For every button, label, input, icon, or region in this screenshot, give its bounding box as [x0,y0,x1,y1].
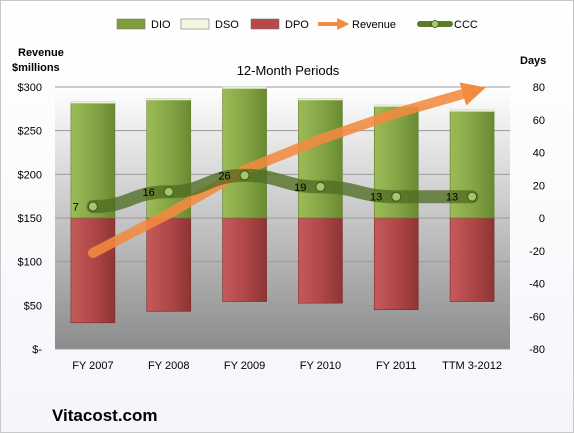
right-tick-label: 20 [533,180,545,192]
ccc-data-label: 7 [73,202,79,214]
left-axis: $- $50 $100 $150 $200 $250 $300 [18,82,43,356]
left-tick-label: $300 [18,82,42,94]
category-label: FY 2011 [376,360,417,372]
right-axis-label: Days [520,55,546,67]
right-tick-label: 60 [533,115,545,127]
left-axis-label-line1: Revenue [18,47,64,59]
legend-label-dpo: DPO [285,19,309,31]
dpo-bar [449,217,495,302]
revenue-series [87,82,486,258]
left-tick-label: $50 [24,300,42,312]
right-axis: -80 -60 -40 -20 0 20 40 60 80 [529,82,545,356]
category-label: FY 2008 [148,360,189,372]
ccc-data-label: 26 [218,170,230,182]
bars [70,86,495,324]
left-tick-label: $- [32,344,42,356]
legend-label-revenue: Revenue [352,19,396,31]
revenue-line [87,82,486,258]
ccc-point [467,191,478,202]
right-tick-label: 80 [533,82,545,94]
ccc-data-label: 13 [370,192,382,204]
category-axis: FY 2007 FY 2008 FY 2009 FY 2010 FY 2011 TTM 3… [72,360,502,372]
right-tick-label: -40 [529,279,545,291]
right-tick-label: -80 [529,344,545,356]
dpo-bar [222,217,267,302]
left-tick-label: $200 [18,169,42,181]
ccc-point [315,181,326,192]
legend-swatch-dio [116,18,146,30]
gridlines [55,86,510,350]
legend: DIO DSO DPO Revenue CCC [116,18,478,31]
category-label: FY 2010 [300,360,341,372]
dpo-bar [146,217,192,312]
chart-title: 12-Month Periods [237,63,340,78]
dpo-bar [373,217,419,310]
left-axis-label-line2: $millions [12,62,60,74]
dpo-bar [298,217,343,304]
left-tick-label: $100 [18,257,42,269]
category-label: FY 2007 [72,360,113,372]
left-tick-label: $250 [18,126,42,138]
legend-label-ccc: CCC [454,19,478,31]
legend-label-dio: DIO [151,19,171,31]
ccc-data-label: 16 [143,187,155,199]
ccc-point [163,186,174,197]
ccc-series: 7 16 26 19 13 13 [73,168,479,214]
ccc-point [391,191,402,202]
category-label: FY 2009 [224,360,265,372]
dso-bar [449,109,495,112]
dso-bar [222,86,267,89]
dso-bar [70,101,116,104]
left-tick-label: $150 [18,213,42,225]
right-tick-label: -20 [529,246,545,258]
legend-label-dso: DSO [215,19,239,31]
ccc-data-label: 13 [446,192,458,204]
legend-swatch-dpo [250,18,280,30]
dso-bar [146,98,192,101]
right-tick-label: 40 [533,148,545,160]
ccc-point [87,201,98,212]
ccc-point [239,170,250,181]
dpo-bar [70,217,116,324]
category-label: TTM 3-2012 [442,360,502,372]
dio-bar [298,99,343,219]
brand-label: Vitacost.com [52,406,158,425]
dio-bar [222,88,267,219]
dso-bar [298,98,343,101]
legend-ccc-marker [431,20,439,28]
legend-swatch-dso [180,18,210,30]
right-tick-label: 0 [539,213,545,225]
ccc-data-label: 19 [294,182,306,194]
right-tick-label: -60 [529,311,545,323]
